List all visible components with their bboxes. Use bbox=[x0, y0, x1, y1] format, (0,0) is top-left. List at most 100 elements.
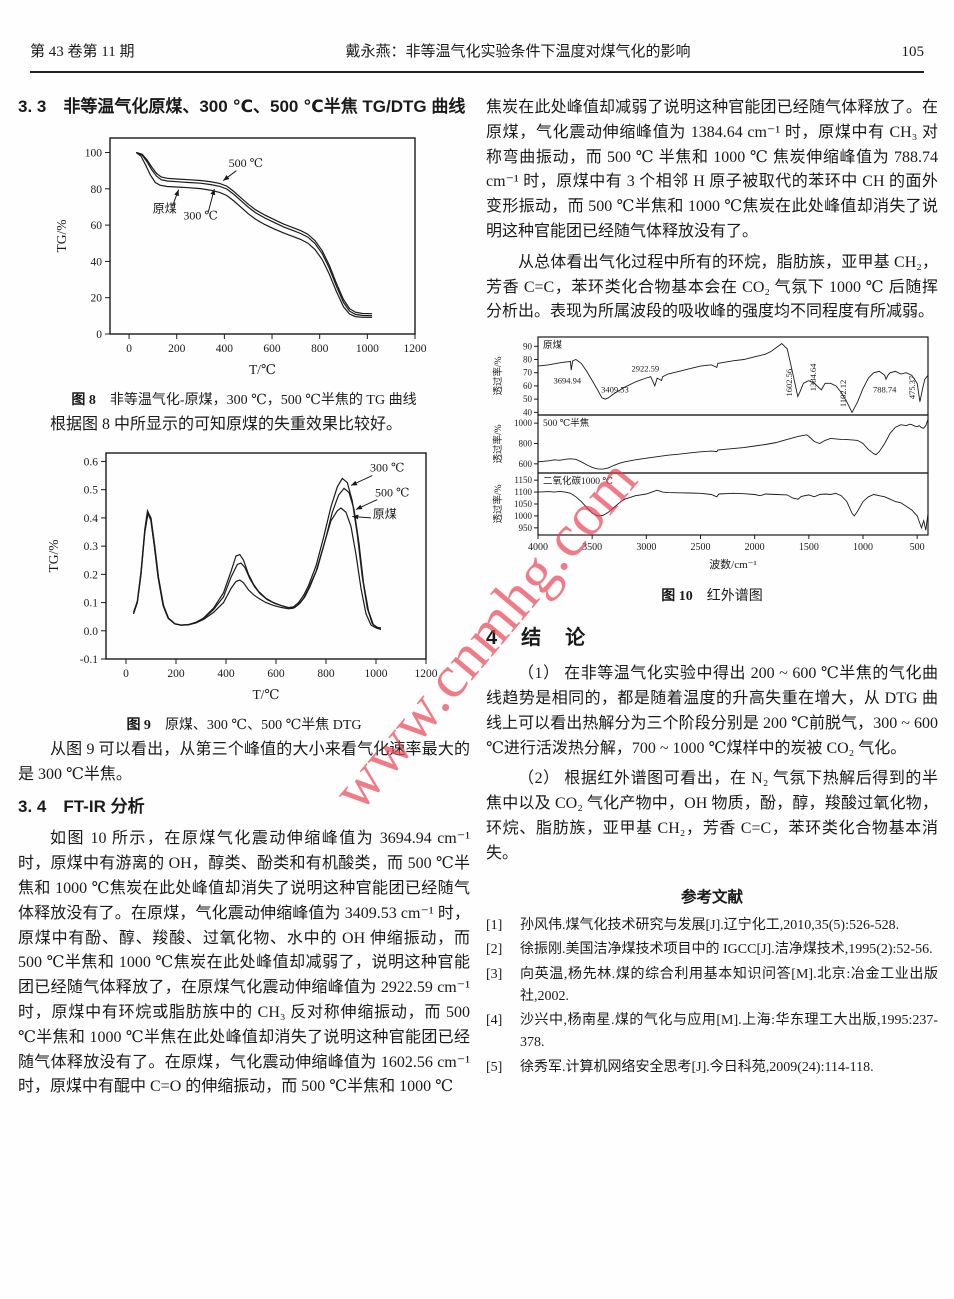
svg-text:1150: 1150 bbox=[514, 475, 532, 485]
svg-text:70: 70 bbox=[523, 368, 533, 378]
para-continuation: 焦炭在此处峰值却减弱了说明这种官能团已经随气体释放了。在原煤，气化震动伸缩峰值为… bbox=[486, 99, 938, 240]
svg-text:50: 50 bbox=[523, 394, 533, 404]
svg-text:800: 800 bbox=[311, 343, 329, 355]
svg-text:1000: 1000 bbox=[514, 418, 533, 428]
section-4-heading: 4 结 论 bbox=[486, 627, 588, 650]
svg-text:1000: 1000 bbox=[853, 542, 873, 553]
svg-text:500: 500 bbox=[910, 542, 925, 553]
svg-text:0: 0 bbox=[96, 329, 102, 341]
figure-10: 40 50 60 70 80 90 透过率/% 原煤 3694.94 3409.53 2922.59… bbox=[486, 331, 938, 605]
reference-item: [4] 沙兴中,杨南星.煤的气化与应用[M].上海:华东理工大出版,1995:2… bbox=[486, 1010, 938, 1053]
svg-text:90: 90 bbox=[523, 341, 533, 351]
svg-text:40: 40 bbox=[90, 256, 102, 268]
svg-text:60: 60 bbox=[90, 220, 102, 232]
running-title: 戴永燕：非等温气化实验条件下温度对煤气化的影响 bbox=[345, 44, 691, 60]
svg-text:二氧化碳1000 ℃: 二氧化碳1000 ℃ bbox=[543, 475, 613, 487]
reference-text: 向英温,杨先林.煤的综合利用基本知识问答[M].北京:冶金工业出版社,2002. bbox=[520, 966, 938, 1004]
svg-text:400: 400 bbox=[215, 343, 233, 355]
svg-text:788.74: 788.74 bbox=[873, 385, 897, 395]
svg-text:1602.56: 1602.56 bbox=[784, 369, 794, 397]
fig9-dtg-chart: 0 200 400 600 800 1000 1200 -0.1 0.0 0.1 0.2 0.3 0.4… bbox=[46, 452, 438, 702]
svg-text:0: 0 bbox=[126, 343, 132, 355]
svg-text:4000: 4000 bbox=[528, 542, 548, 553]
svg-text:500 ℃: 500 ℃ bbox=[375, 486, 409, 500]
reference-marker: [4] bbox=[486, 1013, 503, 1029]
conclusion-2: （2） 根据红外谱图可看出，在 N₂ 气氛下热解后得到的半焦中以及 CO₂ 气化… bbox=[486, 770, 938, 862]
reference-text: 沙兴中,杨南星.煤的气化与应用[M].上海:华东理工大出版,1995:237-3… bbox=[520, 1013, 938, 1050]
svg-text:1384.64: 1384.64 bbox=[808, 363, 818, 391]
svg-text:2922.59: 2922.59 bbox=[631, 364, 659, 374]
svg-text:500 ℃: 500 ℃ bbox=[228, 156, 262, 170]
reference-text: 徐秀军.计算机网络安全思考[J].今日科苑,2009(24):114-118. bbox=[520, 1059, 874, 1075]
right-column: 焦炭在此处峰值却减弱了说明这种官能团已经随气体释放了。在原煤，气化震动伸缩峰值为… bbox=[486, 92, 938, 1081]
svg-text:3500: 3500 bbox=[582, 542, 602, 553]
reference-item: [3] 向英温,杨先林.煤的综合利用基本知识问答[M].北京:冶金工业出版社,2… bbox=[486, 964, 938, 1007]
svg-text:1500: 1500 bbox=[799, 542, 819, 553]
svg-text:T/℃: T/℃ bbox=[248, 362, 275, 377]
references-heading: 参考文献 bbox=[680, 888, 743, 906]
fig8-caption: 图 8 非等温气化-原煤，300 ℃，500 ℃半焦的 TG 曲线 bbox=[18, 389, 470, 409]
svg-text:800: 800 bbox=[519, 439, 533, 449]
svg-text:300 ℃: 300 ℃ bbox=[183, 208, 217, 222]
svg-text:600: 600 bbox=[519, 459, 533, 469]
svg-text:0.0: 0.0 bbox=[84, 626, 99, 638]
svg-text:20: 20 bbox=[90, 292, 102, 304]
svg-text:80: 80 bbox=[90, 183, 102, 195]
fig10-caption: 图 10 红外谱图 bbox=[486, 585, 938, 605]
fig8-tg-chart: 0 200 400 600 800 1000 1200 0 20 40 60 80 100 T/℃ TG/%… bbox=[54, 136, 426, 377]
svg-text:1000: 1000 bbox=[365, 668, 388, 680]
fig10-ir-spectra-chart: 40 50 60 70 80 90 透过率/% 原煤 3694.94 3409.53 2922.59… bbox=[492, 336, 929, 571]
fig9-caption-label: 图 9 bbox=[126, 718, 165, 734]
fig10-caption-text: 红外谱图 bbox=[706, 589, 763, 605]
fig8-caption-text: 非等温气化-原煤，300 ℃，500 ℃半焦的 TG 曲线 bbox=[109, 392, 417, 408]
para-overall: 从总体看出气化过程中所有的环烷，脂肪族，亚甲基 CH₂，芳香 C=C，苯环类化合… bbox=[486, 253, 938, 321]
svg-text:400: 400 bbox=[217, 668, 235, 680]
svg-text:60: 60 bbox=[523, 381, 533, 391]
conclusion-1: （1） 在非等温气化实验中得出 200 ~ 600 ℃半焦的气化曲线趋势是相同的… bbox=[486, 665, 938, 757]
svg-text:2500: 2500 bbox=[691, 542, 711, 553]
svg-text:200: 200 bbox=[168, 343, 186, 355]
svg-text:3694.94: 3694.94 bbox=[553, 375, 581, 385]
reference-marker: [2] bbox=[486, 942, 503, 958]
reference-text: 孙风伟.煤气化技术研究与发展[J].辽宁化工,2010,35(5):526-52… bbox=[520, 917, 900, 933]
svg-text:1100: 1100 bbox=[514, 487, 532, 497]
svg-text:-0.1: -0.1 bbox=[80, 654, 98, 666]
svg-text:T/℃: T/℃ bbox=[252, 687, 279, 702]
svg-text:600: 600 bbox=[263, 343, 281, 355]
section-3-3-heading: 3. 3 非等温气化原煤、300 ℃、500 ℃半焦 TG/DTG 曲线 bbox=[18, 97, 466, 116]
page-header: 第 43 卷第 11 期 戴永燕：非等温气化实验条件下温度对煤气化的影响 105 bbox=[30, 40, 924, 73]
svg-text:500 ℃半焦: 500 ℃半焦 bbox=[543, 417, 590, 429]
svg-text:200: 200 bbox=[167, 668, 185, 680]
reference-item: [2] 徐振刚.美国洁净煤技术项目中的 IGCC[J].洁净煤技术,1995(2… bbox=[486, 939, 938, 961]
figure-8: 0 200 400 600 800 1000 1200 0 20 40 60 80 100 T/℃ TG/%… bbox=[18, 128, 470, 409]
fig10-caption-label: 图 10 bbox=[661, 589, 707, 605]
svg-text:0: 0 bbox=[123, 668, 129, 680]
reference-text: 徐振刚.美国洁净煤技术项目中的 IGCC[J].洁净煤技术,1995(2):52… bbox=[520, 942, 933, 958]
svg-text:40: 40 bbox=[523, 408, 533, 418]
svg-text:波数/cm⁻¹: 波数/cm⁻¹ bbox=[709, 558, 757, 571]
reference-marker: [1] bbox=[486, 917, 503, 933]
section-3-4-heading: 3. 4 FT-IR 分析 bbox=[18, 796, 145, 816]
reference-marker: [3] bbox=[486, 966, 503, 982]
svg-text:0.4: 0.4 bbox=[84, 513, 99, 525]
svg-text:0.6: 0.6 bbox=[84, 457, 99, 469]
left-column: 3. 3 非等温气化原煤、300 ℃、500 ℃半焦 TG/DTG 曲线 0 20… bbox=[18, 92, 470, 1106]
svg-text:3000: 3000 bbox=[636, 542, 656, 553]
svg-text:0.1: 0.1 bbox=[84, 598, 99, 610]
figure-9: 0 200 400 600 800 1000 1200 -0.1 0.0 0.1 0.2 0.3 0.4… bbox=[18, 443, 470, 734]
para-after-fig8: 根据图 8 中所显示的可知原煤的失重效果比较好。 bbox=[50, 415, 403, 433]
para-ftir: 如图 10 所示，在原煤气化震动伸缩峰值为 3694.94 cm⁻¹ 时，原煤中… bbox=[18, 830, 470, 1096]
svg-text:950: 950 bbox=[519, 523, 533, 533]
svg-text:80: 80 bbox=[523, 355, 533, 365]
svg-text:原煤: 原煤 bbox=[373, 507, 397, 521]
svg-text:TG/%: TG/% bbox=[54, 219, 69, 252]
svg-text:100: 100 bbox=[84, 147, 102, 159]
svg-text:3409.53: 3409.53 bbox=[601, 385, 629, 395]
fig8-caption-label: 图 8 bbox=[71, 392, 110, 408]
svg-text:TG/%: TG/% bbox=[46, 540, 61, 573]
fig9-caption-text: 原煤、300 ℃、500 ℃半焦 DTG bbox=[164, 718, 362, 734]
svg-text:1200: 1200 bbox=[403, 343, 426, 355]
svg-text:300 ℃: 300 ℃ bbox=[370, 461, 404, 475]
fig9-caption: 图 9 原煤、300 ℃、500 ℃半焦 DTG bbox=[18, 714, 470, 734]
